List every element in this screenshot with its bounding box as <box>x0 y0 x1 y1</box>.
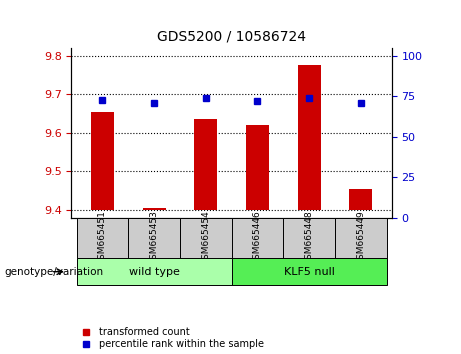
Bar <box>77 218 128 258</box>
Title: GDS5200 / 10586724: GDS5200 / 10586724 <box>157 30 306 44</box>
Bar <box>194 119 218 210</box>
Bar <box>349 189 372 210</box>
Bar <box>246 125 269 210</box>
Bar <box>91 112 114 210</box>
Legend: transformed count, percentile rank within the sample: transformed count, percentile rank withi… <box>77 327 264 349</box>
Bar <box>128 218 180 258</box>
Bar <box>77 258 231 285</box>
Text: GSM665448: GSM665448 <box>305 210 313 265</box>
Bar <box>335 218 387 258</box>
Bar <box>231 218 284 258</box>
Text: wild type: wild type <box>129 267 180 277</box>
Text: GSM665454: GSM665454 <box>201 210 210 265</box>
Bar <box>284 218 335 258</box>
Text: GSM665453: GSM665453 <box>150 210 159 265</box>
Bar <box>231 258 387 285</box>
Text: genotype/variation: genotype/variation <box>5 267 104 277</box>
Bar <box>142 208 166 210</box>
Text: KLF5 null: KLF5 null <box>284 267 335 277</box>
Text: GSM665449: GSM665449 <box>356 210 366 265</box>
Text: GSM665451: GSM665451 <box>98 210 107 265</box>
Bar <box>297 65 321 210</box>
Text: GSM665446: GSM665446 <box>253 210 262 265</box>
Bar <box>180 218 231 258</box>
